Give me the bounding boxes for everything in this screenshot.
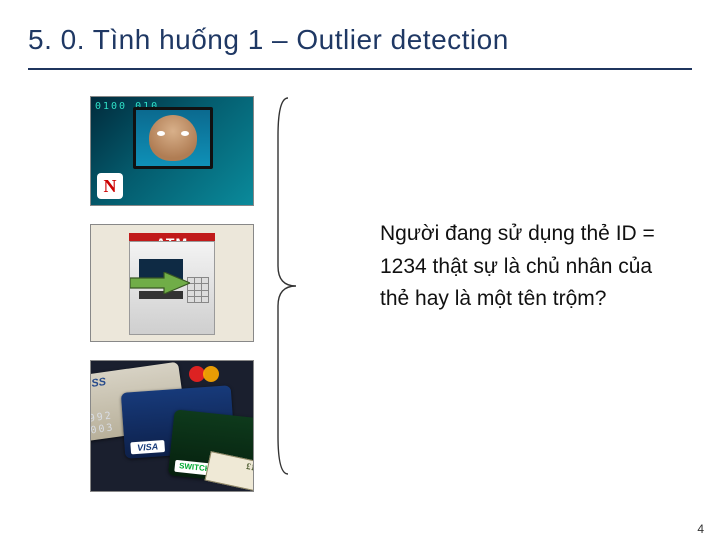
image-column: 0100 010 N ATM RESS 29 — [90, 96, 270, 510]
image-biometric-canvas: 0100 010 N — [91, 97, 253, 205]
arrow-icon — [130, 272, 190, 294]
card-express-label: RESS — [90, 376, 107, 392]
image-cards-canvas: RESS 2992 1003 VISA SWITCH £100 — [91, 361, 253, 491]
slide-title: 5. 0. Tình huống 1 – Outlier detection — [28, 24, 692, 56]
body-paragraph: Người đang sử dụng thẻ ID = 1234 thật sự… — [380, 218, 680, 316]
face-icon — [149, 115, 197, 161]
image-cards: RESS 2992 1003 VISA SWITCH £100 — [90, 360, 254, 492]
title-underline — [28, 68, 692, 70]
n-badge-icon: N — [97, 173, 123, 199]
brace-icon — [276, 96, 316, 476]
image-biometric: 0100 010 N — [90, 96, 254, 206]
page-number: 4 — [697, 522, 704, 536]
slide: 5. 0. Tình huống 1 – Outlier detection 0… — [0, 0, 720, 540]
mastercard-icon — [189, 365, 219, 383]
face-eyes-icon — [157, 131, 189, 137]
slide-title-wrap: 5. 0. Tình huống 1 – Outlier detection — [28, 24, 692, 56]
atm-keypad-icon — [187, 277, 209, 303]
card-visa-label: VISA — [130, 440, 165, 454]
card-digits-b: 1003 — [90, 422, 115, 437]
